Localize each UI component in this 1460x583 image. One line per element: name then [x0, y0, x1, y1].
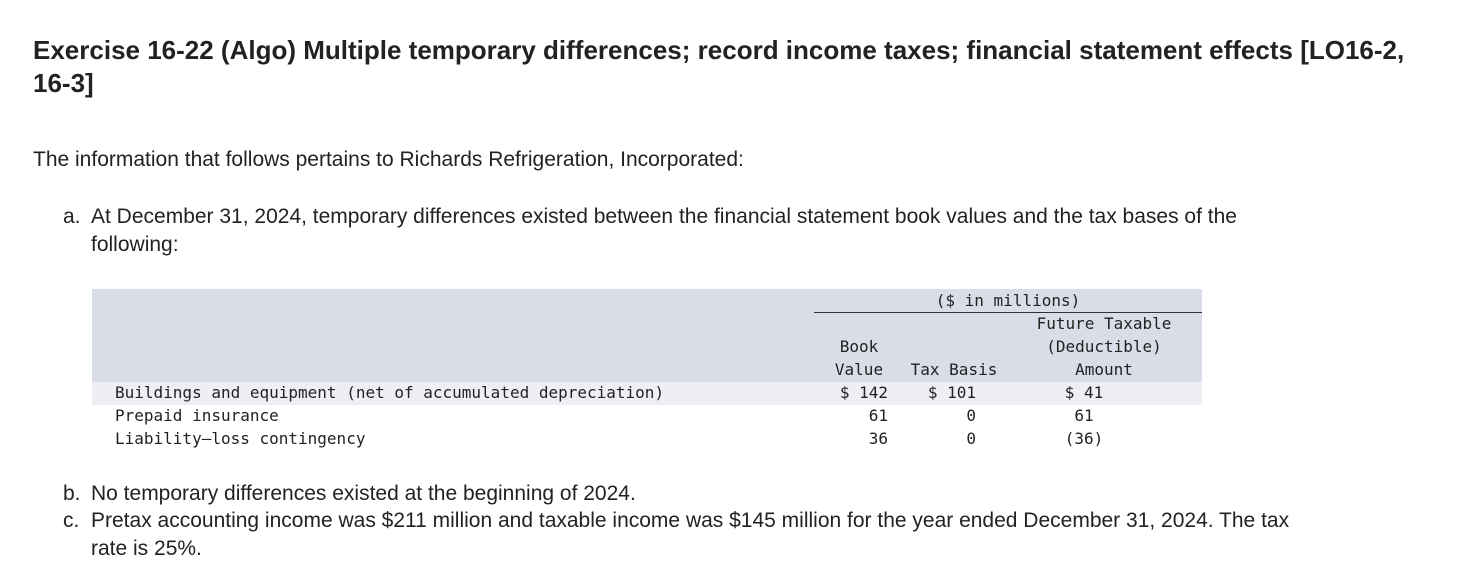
table-row-band — [92, 405, 1202, 428]
row-buildings-future: $ 41 — [1064, 383, 1104, 402]
item-c-text-line2: rate is 25%. — [91, 537, 202, 560]
row-prepaid-book: 61 — [868, 406, 888, 425]
row-buildings-tax: $ 101 — [927, 383, 976, 402]
item-c-marker: c. — [63, 509, 80, 532]
span-header-rule — [814, 312, 1202, 313]
item-b-marker: b. — [63, 482, 81, 505]
table-header-band — [92, 289, 1202, 382]
row-prepaid-future: 61 — [1074, 406, 1094, 425]
col-header-future-line2: (Deductible) — [1046, 337, 1162, 356]
item-b-text: No temporary differences existed at the … — [91, 482, 636, 505]
row-buildings-book: $ 142 — [839, 383, 888, 402]
col-header-book-line1: Book — [839, 337, 879, 356]
page-title: Exercise 16-22 (Algo) Multiple temporary… — [33, 35, 1405, 98]
row-prepaid-tax: 0 — [966, 406, 976, 425]
table-row-band — [92, 382, 1202, 405]
row-liability-tax: 0 — [966, 429, 976, 448]
item-b: b. No temporary differences existed at th… — [63, 480, 636, 508]
intro-text: The information that follows pertains to… — [33, 148, 744, 171]
item-c-text-line1: Pretax accounting income was $211 millio… — [91, 509, 1290, 532]
temporary-differences-table: ($ in millions) Book Value Tax Basis Fut… — [92, 289, 1202, 452]
row-liability-book: 36 — [868, 429, 888, 448]
row-liability-future: (36) — [1064, 429, 1104, 448]
col-header-tax-basis: Tax Basis — [910, 360, 998, 379]
col-header-book-line2: Value — [834, 360, 884, 379]
row-label-liability: Liability—loss contingency — [115, 429, 366, 448]
item-a: a. At December 31, 2024, temporary differ… — [63, 203, 1403, 259]
col-header-future-line1: Future Taxable — [1036, 314, 1172, 333]
span-header-millions: ($ in millions) — [935, 291, 1081, 310]
row-label-prepaid-insurance: Prepaid insurance — [115, 406, 279, 425]
col-header-future-line3: Amount — [1075, 360, 1133, 379]
item-c: c. Pretax accounting income was $211 mill… — [63, 507, 1443, 563]
item-a-text-line1: At December 31, 2024, temporary differen… — [91, 205, 1237, 228]
row-label-buildings: Buildings and equipment (net of accumula… — [115, 383, 665, 402]
item-a-text-line2: following: — [91, 233, 179, 256]
table-row-band — [92, 428, 1202, 451]
item-a-marker: a. — [63, 205, 81, 228]
